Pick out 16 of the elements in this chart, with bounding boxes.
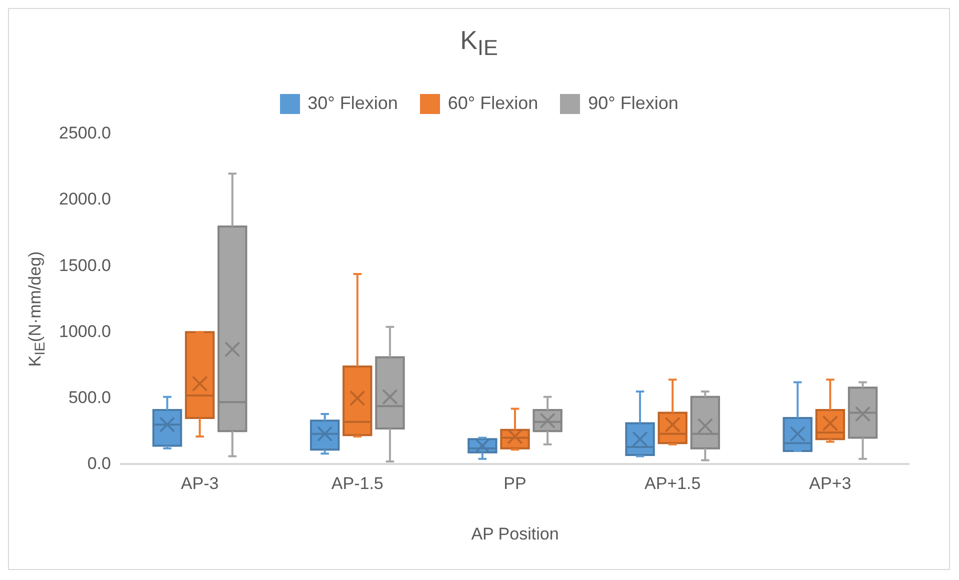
y-tick-label: 2500.0 [58, 124, 111, 143]
chart-title: K$_{IE}$ [459, 25, 499, 62]
x-tick-label: AP+3 [809, 474, 852, 494]
x-axis-title: AP Position [471, 524, 559, 544]
legend-label: 60° Flexion [448, 93, 538, 114]
y-tick-label: 1000.0 [58, 322, 111, 341]
x-tick-label: PP [504, 474, 526, 494]
y-tick-label: 2000.0 [58, 190, 111, 209]
x-tick-label: AP-3 [180, 474, 219, 494]
x-tick-label: AP-1.5 [331, 474, 384, 494]
y-tick-label: 1500.0 [58, 256, 111, 275]
y-tick-label: 0.0 [87, 454, 111, 473]
legend-label: 90° Flexion [588, 93, 678, 114]
y-tick-label: 500.0 [68, 388, 111, 407]
x-tick-label: AP+1.5 [644, 474, 701, 494]
legend-label: 30° Flexion [308, 93, 398, 114]
